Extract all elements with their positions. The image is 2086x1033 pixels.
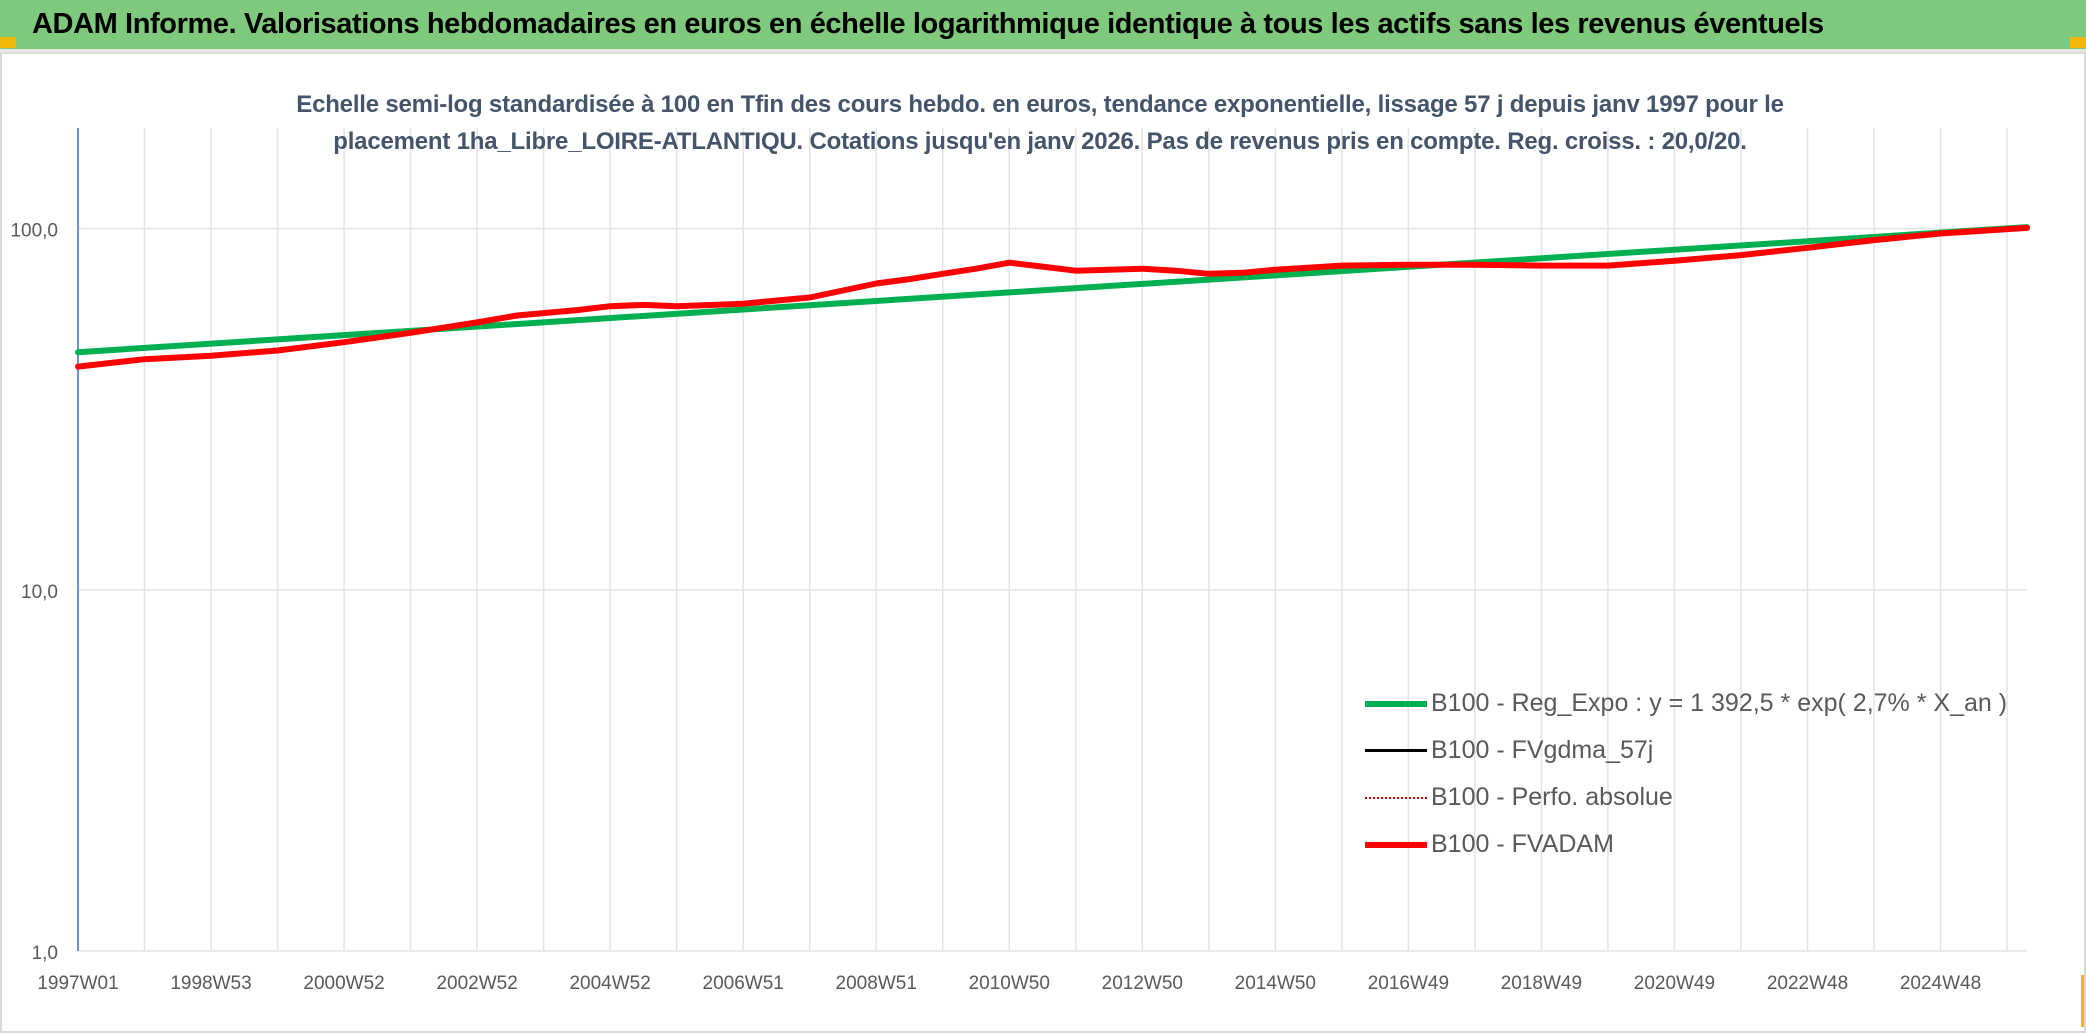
legend-item-fvadam: B100 - FVADAM [1365,821,2007,868]
x-tick-label: 2002W52 [436,973,517,994]
legend-item-perfo-absolue: B100 - Perfo. absolue [1365,774,2007,821]
page-title: ADAM Informe. Valorisations hebdomadaire… [32,8,1824,40]
x-tick-label: 1997W01 [37,973,118,994]
corner-accent-left [0,37,16,48]
x-tick-label: 2000W52 [303,973,384,994]
legend-swatch-fvgdma [1365,749,1427,752]
y-tick-label: 1,0 [32,943,58,964]
header-banner: ADAM Informe. Valorisations hebdomadaire… [0,0,2086,52]
x-tick-label: 2006W51 [703,973,784,994]
y-tick-label: 100,0 [10,221,58,242]
y-tick-label: 10,0 [21,582,58,603]
y-tick-labels: 1,0 10,0 100,0 [10,221,58,964]
x-tick-label: 2012W50 [1102,973,1183,994]
legend-swatch-fvadam [1365,841,1427,848]
x-tick-label: 2020W49 [1634,973,1715,994]
legend-item-reg-expo: B100 - Reg_Expo : y = 1 392,5 * exp( 2,7… [1365,680,2007,727]
legend-swatch-perfo-absolue [1365,796,1427,799]
chart-title-line2: placement 1ha_Libre_LOIRE-ATLANTIQU. Cot… [333,128,1747,155]
series-line-fvadam [75,224,2030,370]
chart-title-line1: Echelle semi-log standardisée à 100 en T… [296,91,1784,118]
corner-accent-right [2070,37,2086,48]
legend-label-perfo-absolue: B100 - Perfo. absolue [1431,783,1673,811]
chart-frame [0,52,2086,1033]
corner-accent-bottom-right [2081,975,2086,1027]
series-lines [75,224,2030,370]
x-tick-label: 2018W49 [1501,973,1582,994]
x-tick-labels: 1997W01 1998W53 2000W52 2002W52 2004W52 2006W… [37,973,1981,994]
chart-title: Echelle semi-log standardisée à 100 en T… [250,86,1830,160]
series-line-reg-expo [75,224,2030,356]
x-tick-label: 2008W51 [836,973,917,994]
legend-label-fvgdma: B100 - FVgdma_57j [1431,736,1654,764]
legend-swatch-reg-expo [1365,700,1427,707]
x-tick-label: 2010W50 [969,973,1050,994]
legend-label-reg-expo: B100 - Reg_Expo : y = 1 392,5 * exp( 2,7… [1431,689,2008,717]
horizontal-gridlines [78,227,2027,952]
chart-legend: B100 - Reg_Expo : y = 1 392,5 * exp( 2,7… [1365,680,2007,868]
x-tick-label: 2016W49 [1368,973,1449,994]
legend-item-fvgdma: B100 - FVgdma_57j [1365,727,2007,774]
legend-label-fvadam: B100 - FVADAM [1431,830,1614,858]
x-tick-label: 2022W48 [1767,973,1848,994]
x-tick-label: 2014W50 [1235,973,1316,994]
x-tick-label: 2024W48 [1900,973,1981,994]
x-tick-label: 2004W52 [569,973,650,994]
x-tick-label: 1998W53 [170,973,251,994]
